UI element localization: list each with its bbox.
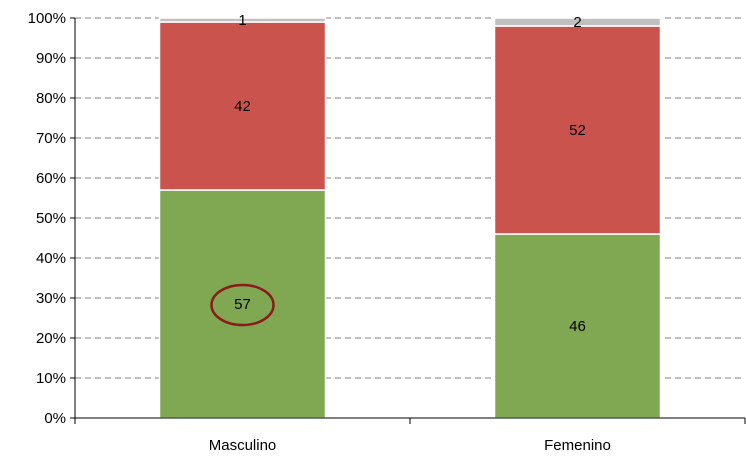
data-label: 46 <box>569 318 586 335</box>
bar-segment <box>493 25 662 235</box>
y-tick-label: 100% <box>28 10 66 27</box>
y-tick-label: 50% <box>36 210 66 227</box>
bar-segment <box>493 17 662 27</box>
data-label: 1 <box>238 12 246 29</box>
data-label: 52 <box>569 122 586 139</box>
data-label: 57 <box>234 296 251 313</box>
y-tick-label: 0% <box>44 410 66 427</box>
bar-segment <box>158 189 327 419</box>
annotations <box>210 283 275 327</box>
bars <box>158 17 662 419</box>
y-tick-label: 90% <box>36 50 66 67</box>
x-category-label: Masculino <box>209 437 277 454</box>
y-tick-label: 10% <box>36 370 66 387</box>
y-tick-label: 70% <box>36 130 66 147</box>
y-tick-label: 60% <box>36 170 66 187</box>
bar-segment <box>493 233 662 419</box>
x-category-labels: Masculino Femenino <box>209 437 611 454</box>
axes <box>70 17 746 424</box>
data-labels: 57 42 1 46 52 2 <box>234 12 586 335</box>
y-tick-label: 30% <box>36 290 66 307</box>
x-category-label: Femenino <box>544 437 611 454</box>
y-tick-labels: 0% 10% 20% 30% 40% 50% 60% 70% 80% 90% 100% <box>28 10 66 427</box>
bar-segment <box>158 17 327 23</box>
y-tick-label: 40% <box>36 250 66 267</box>
y-tick-label: 20% <box>36 330 66 347</box>
bar-segment <box>158 21 327 191</box>
data-label: 42 <box>234 98 251 115</box>
data-label: 2 <box>573 14 581 31</box>
y-tick-label: 80% <box>36 90 66 107</box>
annotation-circle <box>210 283 275 327</box>
